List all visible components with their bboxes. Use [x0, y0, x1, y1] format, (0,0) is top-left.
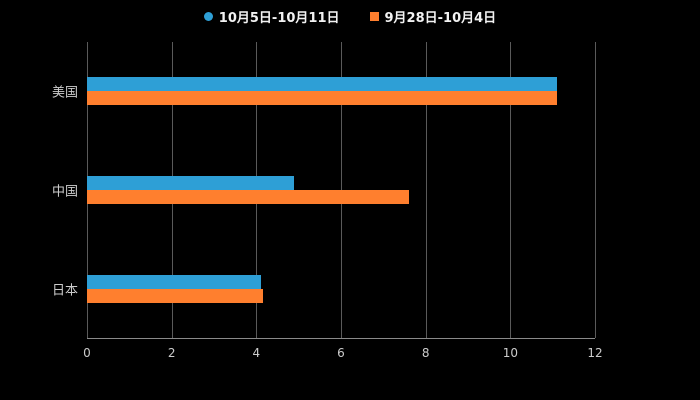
gridline	[595, 42, 596, 338]
x-axis-tick-label: 8	[421, 346, 430, 360]
y-axis-category-label: 中国	[51, 184, 78, 200]
gridline	[510, 42, 512, 338]
bar	[87, 91, 557, 106]
bar	[87, 77, 557, 92]
legend-label: 10月5日-10月11日	[218, 11, 340, 26]
y-axis-category-label: 日本	[51, 283, 78, 299]
legend-square-icon	[369, 12, 379, 21]
bar	[87, 288, 263, 303]
gridline	[425, 42, 427, 338]
legend: 10月5日-10月11日 9月28日-10月4日	[0, 7, 700, 26]
x-axis-tick-label: 12	[587, 346, 603, 360]
x-axis-tick-label: 2	[167, 346, 176, 360]
legend-item[interactable]: 9月28日-10月4日	[369, 7, 497, 26]
bar	[87, 176, 295, 190]
legend-label: 9月28日-10月4日	[384, 11, 497, 26]
y-axis-category-label: 美国	[51, 85, 78, 101]
x-axis-tick-label: 6	[337, 346, 345, 360]
legend-circle-icon	[203, 12, 213, 21]
x-axis-tick-label: 4	[252, 346, 261, 360]
bar	[87, 190, 409, 204]
x-axis-tick-label: 0	[83, 346, 91, 360]
x-axis-tick-label: 10	[502, 346, 518, 360]
legend-item[interactable]: 10月5日-10月11日	[203, 7, 340, 26]
plot-area	[87, 42, 596, 339]
bar	[87, 274, 261, 289]
